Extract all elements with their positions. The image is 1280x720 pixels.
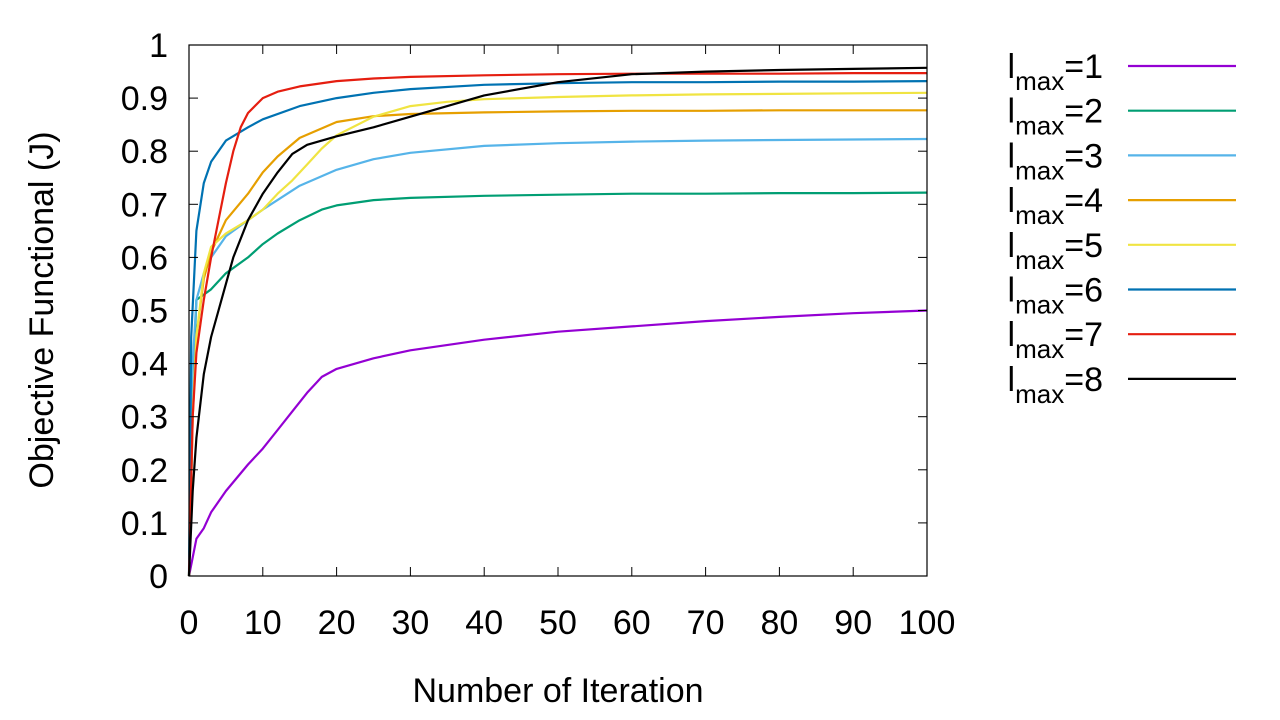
legend-label: lmax=6 <box>1008 272 1103 320</box>
series-line-4 <box>187 109 927 577</box>
legend-label-base: l <box>1008 48 1016 86</box>
legend-label: lmax=4 <box>1008 182 1103 230</box>
x-tick-label: 80 <box>760 604 798 642</box>
y-tick-label: 0 <box>149 558 168 596</box>
legend-label-sub: max <box>1015 200 1064 230</box>
legend-label-sub: max <box>1015 334 1064 364</box>
legend-entry-8: lmax=8 <box>1008 361 1236 409</box>
y-tick-label: 0.3 <box>121 399 168 437</box>
legend-label-tail: =2 <box>1064 93 1103 131</box>
legend-entry-2: lmax=2 <box>1008 93 1236 141</box>
x-axis-title: Number of Iteration <box>412 672 703 710</box>
legend-label-tail: =4 <box>1064 182 1103 220</box>
legend-entry-4: lmax=4 <box>1008 182 1236 230</box>
legend-entry-6: lmax=6 <box>1008 272 1236 320</box>
legend-label: lmax=1 <box>1008 48 1103 96</box>
y-tick-label: 0.5 <box>121 293 168 331</box>
legend-entry-3: lmax=3 <box>1008 137 1236 185</box>
legend-label: lmax=8 <box>1008 361 1103 409</box>
x-tick-label: 90 <box>834 604 872 642</box>
legend-label-base: l <box>1008 316 1016 354</box>
legend-label-tail: =1 <box>1064 48 1103 86</box>
legend-label: lmax=2 <box>1008 93 1103 141</box>
legend-label-sub: max <box>1015 245 1064 275</box>
y-tick-label: 0.4 <box>121 346 168 384</box>
x-tick-label: 20 <box>318 604 356 642</box>
legend-label-tail: =6 <box>1064 272 1103 310</box>
series-line-6 <box>187 80 928 577</box>
legend-label-tail: =3 <box>1064 137 1103 175</box>
series-line-8 <box>187 66 928 577</box>
x-tick-label: 40 <box>465 604 503 642</box>
x-tick-label: 0 <box>180 604 199 642</box>
legend-label-tail: =8 <box>1064 361 1103 399</box>
series-line-1 <box>187 309 928 577</box>
series-line-5 <box>187 91 928 577</box>
legend-label-sub: max <box>1015 111 1064 141</box>
series-line-3 <box>187 137 928 577</box>
y-tick-label: 0.1 <box>121 505 168 543</box>
legend-label: lmax=7 <box>1008 316 1103 364</box>
plot-frame <box>188 44 928 577</box>
legend-label-sub: max <box>1015 290 1064 320</box>
legend-label-base: l <box>1008 361 1016 399</box>
y-tick-label: 1 <box>149 27 168 65</box>
legend-label-base: l <box>1008 93 1016 131</box>
legend-label-base: l <box>1008 272 1016 310</box>
legend-entry-5: lmax=5 <box>1008 227 1236 275</box>
series-line-2 <box>187 191 928 577</box>
legend: lmax=1lmax=2lmax=3lmax=4lmax=5lmax=6lmax… <box>1008 48 1236 409</box>
tick-labels: 0 10 20 30 40 50 60 70 80 90 100 0 0.1 0.2 0.3 0.4 0.5 0.… <box>121 27 956 642</box>
x-tick-label: 30 <box>391 604 429 642</box>
y-tick-label: 0.8 <box>121 133 168 171</box>
x-tick-label: 100 <box>899 604 956 642</box>
legend-label-base: l <box>1008 137 1016 175</box>
legend-label-sub: max <box>1015 66 1064 96</box>
x-tick-label: 50 <box>539 604 577 642</box>
legend-label: lmax=3 <box>1008 137 1103 185</box>
x-tick-label: 60 <box>613 604 651 642</box>
legend-label-tail: =5 <box>1064 227 1103 265</box>
y-tick-label: 0.7 <box>121 186 168 224</box>
legend-label-base: l <box>1008 182 1016 220</box>
series-lines <box>187 66 928 577</box>
legend-entry-7: lmax=7 <box>1008 316 1236 364</box>
legend-label: lmax=5 <box>1008 227 1103 275</box>
y-tick-label: 0.2 <box>121 452 168 490</box>
y-tick-label: 0.9 <box>121 80 168 118</box>
legend-label-sub: max <box>1015 155 1064 185</box>
x-tick-label: 10 <box>244 604 282 642</box>
y-tick-label: 0.6 <box>121 239 168 277</box>
x-tick-label: 70 <box>687 604 725 642</box>
legend-label-tail: =7 <box>1064 316 1103 354</box>
y-axis-title: Objective Functional (J) <box>23 131 61 488</box>
axis-ticks <box>188 44 928 577</box>
legend-label-base: l <box>1008 227 1016 265</box>
legend-label-sub: max <box>1015 379 1064 409</box>
legend-entry-1: lmax=1 <box>1008 48 1236 96</box>
